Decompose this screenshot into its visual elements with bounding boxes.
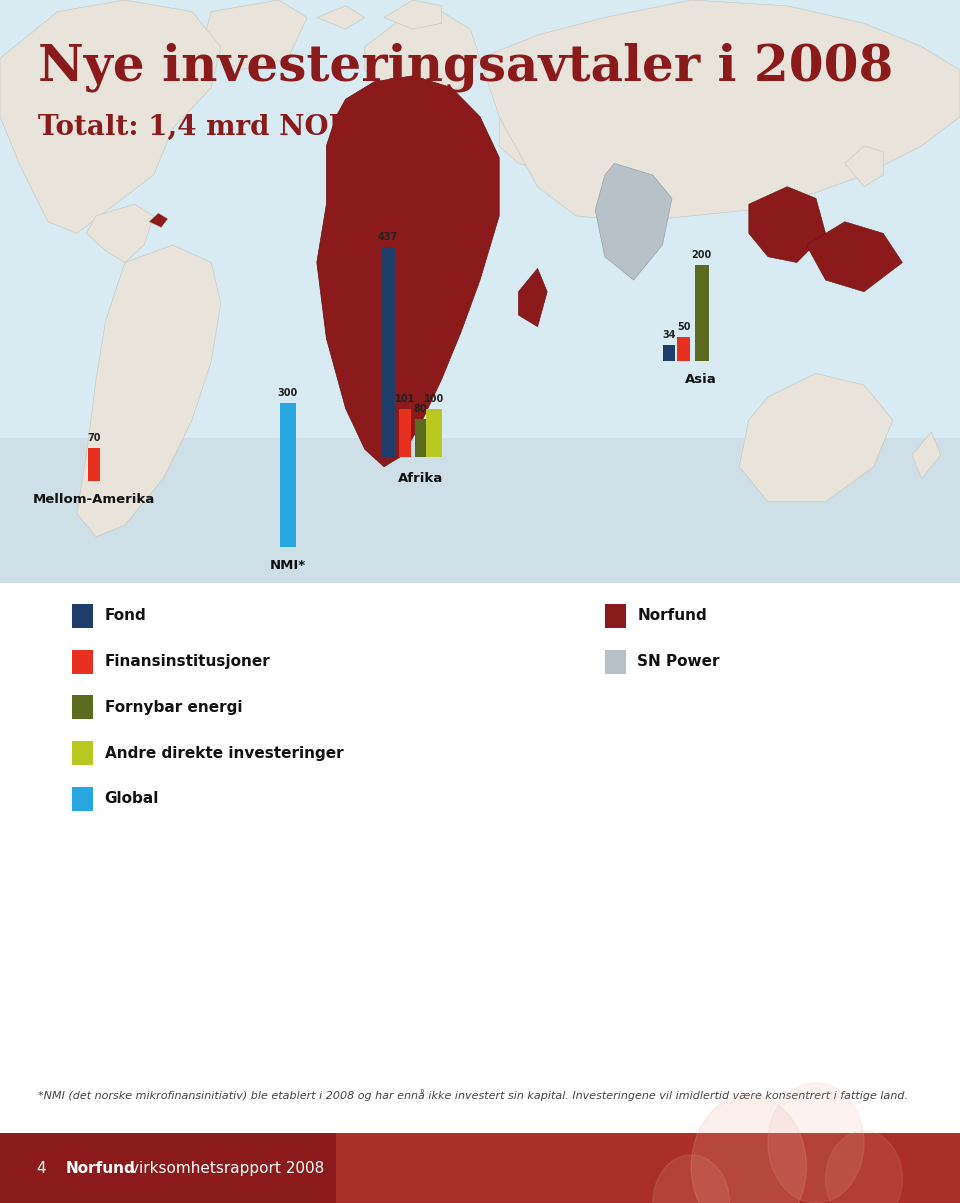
Bar (695, 265, 708, 361)
Bar (0, 0, 960, 583)
Polygon shape (845, 146, 883, 186)
Polygon shape (480, 0, 960, 221)
Text: SN Power: SN Power (637, 654, 720, 669)
Polygon shape (77, 245, 221, 537)
Text: Fornybar energi: Fornybar energi (105, 700, 242, 715)
Bar (72, 741, 93, 765)
Text: Afrika: Afrika (397, 472, 444, 485)
Text: 34: 34 (662, 330, 676, 339)
Bar (605, 604, 626, 628)
Bar (380, 247, 396, 457)
Text: NMI*: NMI* (270, 559, 306, 573)
Polygon shape (518, 268, 547, 327)
Text: 101: 101 (395, 393, 416, 404)
Text: 4: 4 (36, 1161, 46, 1175)
Text: Finansinstitusjoner: Finansinstitusjoner (105, 654, 271, 669)
Polygon shape (202, 0, 307, 70)
Polygon shape (595, 164, 672, 280)
Polygon shape (0, 0, 221, 233)
Bar (72, 604, 93, 628)
Circle shape (768, 1083, 864, 1203)
Text: Norfund: Norfund (637, 609, 708, 623)
Bar (88, 448, 100, 481)
Text: 300: 300 (277, 389, 299, 398)
Bar (415, 419, 426, 457)
Text: virksomhetsrapport 2008: virksomhetsrapport 2008 (130, 1161, 324, 1175)
Text: *NMI (det norske mikrofinansinitiativ) ble etablert i 2008 og har ennå ikke inve: *NMI (det norske mikrofinansinitiativ) b… (38, 1089, 908, 1101)
Text: Norfund: Norfund (65, 1161, 135, 1175)
Text: 50: 50 (677, 322, 690, 332)
Polygon shape (384, 0, 442, 29)
Bar (0, 438, 960, 583)
Polygon shape (317, 76, 499, 467)
Bar (0, 1133, 960, 1203)
Polygon shape (739, 373, 893, 502)
Text: 437: 437 (377, 232, 398, 242)
Text: 80: 80 (414, 404, 427, 414)
Polygon shape (149, 213, 168, 227)
Bar (280, 403, 296, 547)
Text: Nye investeringsavtaler i 2008: Nye investeringsavtaler i 2008 (38, 42, 894, 91)
Bar (662, 344, 676, 361)
Text: 100: 100 (423, 395, 444, 404)
Text: Global: Global (105, 792, 159, 806)
Text: Fond: Fond (105, 609, 146, 623)
Polygon shape (86, 205, 154, 262)
Circle shape (691, 1095, 806, 1203)
Polygon shape (365, 12, 480, 99)
Bar (336, 1133, 960, 1203)
Polygon shape (749, 186, 826, 262)
Bar (605, 650, 626, 674)
Circle shape (653, 1155, 730, 1203)
Bar (426, 409, 442, 457)
Polygon shape (912, 432, 941, 479)
Bar (399, 409, 411, 457)
Text: Asia: Asia (684, 373, 717, 386)
Polygon shape (317, 6, 365, 29)
Bar (72, 695, 93, 719)
Bar (678, 337, 689, 361)
Polygon shape (499, 82, 605, 174)
Bar (72, 787, 93, 811)
Text: Andre direkte investeringer: Andre direkte investeringer (105, 746, 344, 760)
Text: 70: 70 (87, 433, 101, 443)
Polygon shape (806, 221, 902, 291)
Text: Mellom-Amerika: Mellom-Amerika (33, 493, 156, 506)
Text: 200: 200 (691, 250, 712, 260)
Circle shape (826, 1131, 902, 1203)
Text: Totalt: 1,4 mrd NOK: Totalt: 1,4 mrd NOK (38, 114, 353, 141)
Bar (72, 650, 93, 674)
